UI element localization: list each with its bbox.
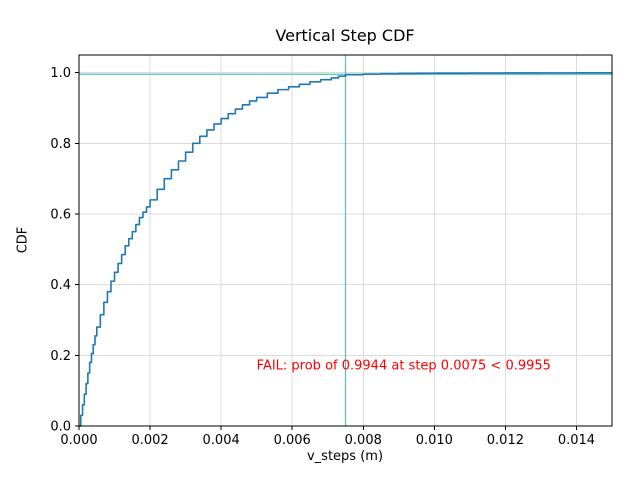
x-tick-label: 0.006	[274, 433, 311, 448]
x-tick-label: 0.002	[131, 433, 168, 448]
y-tick-label: 0.4	[50, 278, 71, 293]
x-tick-label: 0.004	[203, 433, 240, 448]
y-tick-label: 0.2	[50, 349, 71, 364]
x-axis-label: v_steps (m)	[306, 449, 384, 464]
axes-spines	[78, 54, 613, 427]
x-tick-label: 0.008	[345, 433, 382, 448]
y-tick-label: 0.8	[50, 137, 71, 152]
chart-title: Vertical Step CDF	[275, 26, 415, 45]
y-tick-label: 1.0	[50, 66, 71, 81]
x-tick-label: 0.014	[558, 433, 595, 448]
x-tick-label: 0.000	[60, 433, 97, 448]
fail-annotation-text: FAIL: prob of 0.9944 at step 0.0075 < 0.…	[256, 358, 551, 374]
y-axis-label: CDF	[15, 226, 31, 254]
x-tick-label: 0.010	[416, 433, 453, 448]
y-tick-label: 0.0	[50, 420, 71, 435]
cdf-curve	[79, 72, 613, 427]
y-tick-label: 0.6	[50, 208, 71, 223]
x-tick-label: 0.012	[487, 433, 524, 448]
